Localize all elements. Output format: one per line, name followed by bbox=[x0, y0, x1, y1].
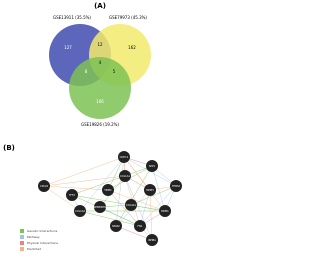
edge bbox=[43, 185, 109, 191]
edge bbox=[123, 156, 151, 191]
gene-label: INHBA bbox=[148, 238, 156, 242]
edge bbox=[43, 185, 81, 212]
set-label: GSE19826 (19.2%) bbox=[81, 122, 119, 127]
edge bbox=[115, 165, 153, 227]
edge bbox=[71, 165, 153, 196]
edge bbox=[107, 189, 141, 227]
gene-node bbox=[74, 205, 86, 217]
gene-label: COL1A2 bbox=[75, 209, 85, 213]
edge bbox=[149, 189, 153, 241]
legend-swatch bbox=[20, 235, 24, 239]
gene-label: SPP1 bbox=[149, 164, 156, 168]
edge bbox=[139, 185, 177, 227]
gene-label: TFF2 bbox=[69, 193, 75, 197]
edge bbox=[71, 194, 141, 227]
nodes: COL1A1 SPP1 TIMP1 SERPINH1 COL4A1 THBS2 CXCL8 M… bbox=[38, 151, 182, 246]
gene-node bbox=[134, 220, 146, 232]
gene-label: TIMP1 bbox=[104, 188, 112, 192]
gene-node bbox=[94, 201, 106, 213]
legend-label: Genetic Interactions bbox=[27, 229, 58, 233]
gene-label: COL1A1 bbox=[120, 174, 130, 178]
gene-node bbox=[125, 199, 137, 211]
legend-swatch bbox=[20, 229, 24, 233]
gene-node bbox=[118, 151, 130, 163]
legend-swatch bbox=[20, 241, 24, 245]
gene-node bbox=[38, 180, 50, 192]
panel-label: (A) bbox=[94, 2, 106, 10]
gene-node bbox=[102, 184, 114, 196]
set-circle bbox=[69, 57, 131, 119]
gene-node bbox=[66, 189, 78, 201]
gene-label: MMP3 bbox=[146, 188, 154, 192]
gene-node bbox=[146, 234, 158, 246]
region-count: 12 bbox=[97, 42, 103, 47]
panel-label: (B) bbox=[3, 144, 15, 152]
gene-node bbox=[110, 220, 122, 232]
edge bbox=[79, 210, 141, 227]
gene-label: COL4A1 bbox=[126, 203, 136, 207]
edge bbox=[43, 156, 125, 187]
gene-label: CDH11 bbox=[120, 155, 129, 159]
figure: (A) GSE13911 (35.5%) GSE79973 (45.3%) GS… bbox=[3, 2, 182, 251]
region-count: 8 bbox=[85, 69, 88, 74]
legend: Genetic Interactions Pathway Physical Inte… bbox=[20, 229, 58, 251]
region-count: 5 bbox=[113, 69, 116, 74]
legend-swatch bbox=[20, 247, 24, 251]
set-label: GSE79973 (45.3%) bbox=[109, 15, 147, 20]
gene-label: CXCL8 bbox=[40, 184, 48, 188]
gene-node bbox=[144, 184, 156, 196]
edge bbox=[107, 189, 166, 212]
legend-label: Physical Interactions bbox=[27, 241, 58, 245]
edge bbox=[43, 175, 126, 187]
legend-label: Pathway bbox=[27, 235, 40, 239]
legend-label: Predicted bbox=[27, 247, 41, 251]
gene-node bbox=[170, 180, 182, 192]
region-count: 162 bbox=[128, 45, 136, 50]
venn: GSE13911 (35.5%) GSE79973 (45.3%) GSE198… bbox=[49, 15, 151, 127]
region-count: 106 bbox=[96, 99, 104, 104]
edge bbox=[107, 156, 125, 191]
region-count: 4 bbox=[99, 60, 102, 65]
gene-node bbox=[159, 205, 171, 217]
edge bbox=[139, 189, 151, 227]
region-count: 127 bbox=[64, 45, 72, 50]
edge bbox=[115, 156, 125, 227]
gene-label: SPARC bbox=[112, 224, 120, 228]
edge bbox=[124, 175, 153, 241]
gene-label: FN1 bbox=[138, 224, 143, 228]
gene-label: SERPINH1 bbox=[94, 205, 107, 209]
set-label: GSE13911 (35.5%) bbox=[53, 15, 91, 20]
gene-node bbox=[119, 170, 131, 182]
edge bbox=[115, 225, 153, 241]
gene-label: THBS2 bbox=[172, 184, 181, 188]
gene-node bbox=[146, 160, 158, 172]
gene-label: MMP1 bbox=[161, 209, 169, 213]
